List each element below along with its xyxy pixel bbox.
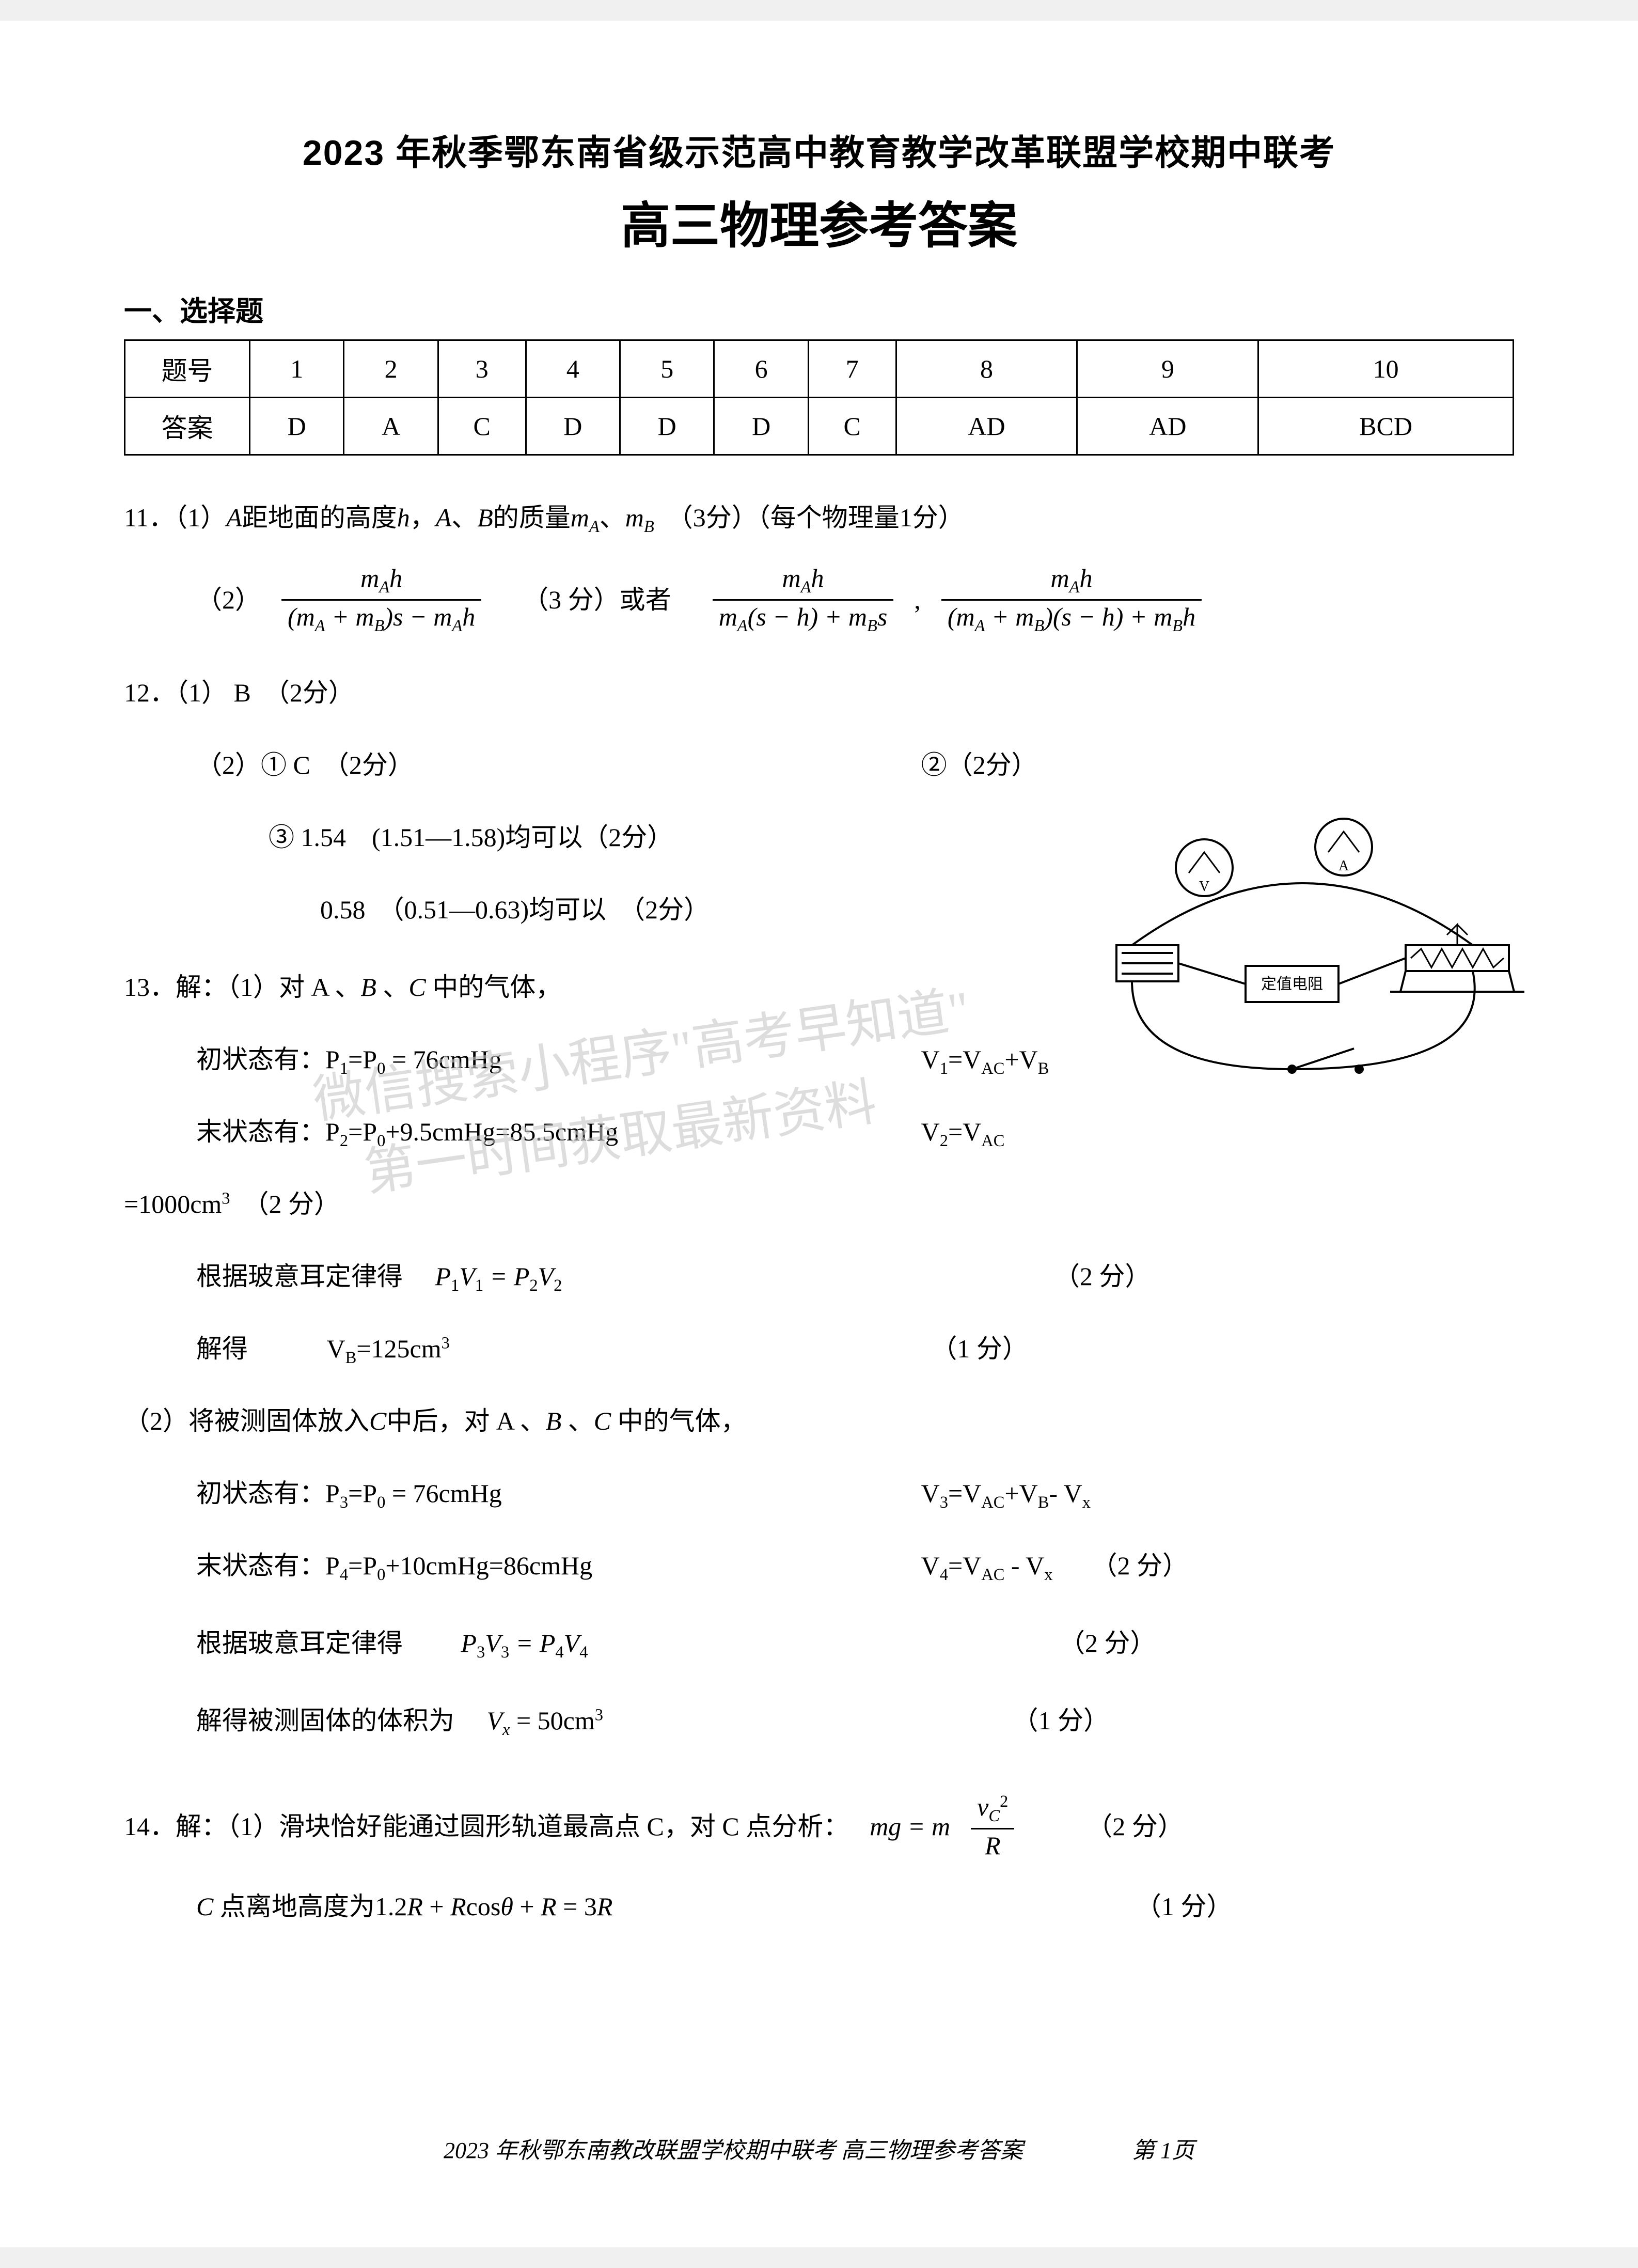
- q14-fraction: vC2 R: [971, 1793, 1014, 1860]
- q12-p2b: ②（2分）: [921, 734, 1514, 796]
- qnum: 1: [250, 340, 344, 398]
- q13-l5b: （2 分）: [1054, 1245, 1151, 1307]
- table-row: 题号 1 2 3 4 5 6 7 8 9 10: [125, 340, 1514, 398]
- q13-l9b: V4=VAC - Vx （2 分）: [921, 1535, 1514, 1597]
- q13-l6b: VB=125cm3: [327, 1334, 450, 1363]
- qnum: 2: [344, 340, 438, 398]
- qnum: 5: [620, 340, 714, 398]
- q13-l11c: （1 分）: [1013, 1690, 1110, 1751]
- q11-part1: 11．（1）A距地面的高度h，A、B的质量mA、mB （3分）（每个物理量1分）: [124, 487, 1514, 549]
- q13-l10b: （2 分）: [1059, 1612, 1156, 1674]
- answer-cell: D: [620, 398, 714, 455]
- svg-text:A: A: [1338, 858, 1349, 874]
- svg-text:V: V: [1199, 879, 1209, 895]
- answer-cell: C: [438, 398, 526, 455]
- section-heading-mcq: 一、选择题: [124, 288, 1514, 329]
- answer-cell: BCD: [1258, 398, 1514, 455]
- q13-l5eq: P1V1 = P2V2: [435, 1262, 562, 1291]
- q13-l9c: （2 分）: [1105, 1551, 1189, 1580]
- q11-alt1-fraction: mAh mA(s − h) + mBs: [713, 564, 894, 636]
- q13-l6a: 解得: [196, 1334, 248, 1363]
- answer-cell: D: [526, 398, 620, 455]
- q12-p1: 12．（1） B （2分）: [124, 662, 1514, 724]
- q14-l1b: （2 分）: [1086, 1795, 1184, 1857]
- q14-eq-left: mg = m: [870, 1795, 950, 1857]
- qnum: 10: [1258, 340, 1514, 398]
- q13-l10a: 根据玻意耳定律得: [196, 1629, 403, 1657]
- answer-cell: C: [808, 398, 896, 455]
- q14-l1a: 14．解：（1）滑块恰好能通过圆形轨道最高点 C，对 C 点分析：: [124, 1795, 849, 1857]
- qnum: 6: [714, 340, 808, 398]
- qnum: 4: [526, 340, 620, 398]
- title-line-2: 高三物理参考答案: [124, 185, 1514, 257]
- title-line-1: 2023 年秋季鄂东南省级示范高中教育教学改革联盟学校期中联考: [124, 124, 1514, 175]
- q11-part2: （2） mAh (mA + mB)s − mAh （3 分）或者 mAh mA(…: [124, 564, 1514, 636]
- q13-l5a: 根据玻意耳定律得: [196, 1262, 403, 1291]
- q12-p2: （2）① C （2分） ②（2分）: [124, 734, 1514, 796]
- page-footer: 2023 年秋鄂东南教改联盟学校期中联考 高三物理参考答案 第 1页: [0, 2132, 1638, 2165]
- footer-page-number: 第 1页: [1132, 2132, 1194, 2165]
- footer-text: 2023 年秋鄂东南教改联盟学校期中联考 高三物理参考答案: [444, 2138, 1023, 2163]
- answer-cell: AD: [1077, 398, 1258, 455]
- q13-l11: 解得被测固体的体积为 Vx = 50cm3 （1 分）: [124, 1690, 1514, 1751]
- qnum: 8: [896, 340, 1077, 398]
- q13-l10: 根据玻意耳定律得 P3V3 = P4V4 （2 分）: [124, 1612, 1514, 1674]
- q11-part2-label: （2）: [196, 569, 261, 631]
- answer-table: 题号 1 2 3 4 5 6 7 8 9 10 答案 D A C D D D C…: [124, 339, 1514, 456]
- q13-l11a: 解得被测固体的体积为: [196, 1706, 454, 1735]
- q13-l3a: 末状态有：P2=P0+9.5cmHg=85.5cmHg: [196, 1101, 921, 1163]
- q13-l2a: 初状态有：P1=P0 = 76cmHg: [196, 1028, 921, 1090]
- solutions-body: 11．（1）A距地面的高度h，A、B的质量mA、mB （3分）（每个物理量1分）…: [124, 487, 1514, 1937]
- q13-l8: 初状态有：P3=P0 = 76cmHg V3=VAC+VB- Vx: [124, 1462, 1514, 1524]
- q13-l5: 根据玻意耳定律得 P1V1 = P2V2 （2 分）: [124, 1245, 1514, 1307]
- q13-l7: （2）将被测固体放入C中后，对 A 、B 、C 中的气体，: [124, 1390, 1514, 1452]
- q13-l9: 末状态有：P4=P0+10cmHg=86cmHg V4=VAC - Vx （2 …: [124, 1535, 1514, 1597]
- q11-main-fraction: mAh (mA + mB)s − mAh: [281, 564, 481, 636]
- circuit-diagram: V A: [1070, 811, 1535, 1121]
- exam-answer-page: 2023 年秋季鄂东南省级示范高中教育教学改革联盟学校期中联考 高三物理参考答案…: [0, 21, 1638, 2247]
- answer-cell: D: [250, 398, 344, 455]
- qnum: 7: [808, 340, 896, 398]
- q13-l8b: V3=VAC+VB- Vx: [921, 1462, 1514, 1524]
- row-label: 题号: [125, 340, 250, 398]
- qnum: 3: [438, 340, 526, 398]
- row-label: 答案: [125, 398, 250, 455]
- q13-l6c: （1 分）: [931, 1318, 1028, 1380]
- circuit-resistor-label: 定值电阻: [1261, 976, 1323, 993]
- q14-l1: 14．解：（1）滑块恰好能通过圆形轨道最高点 C，对 C 点分析： mg = m…: [124, 1793, 1514, 1860]
- circuit-svg: V A: [1070, 811, 1535, 1121]
- q14-l2b: （1 分）: [1136, 1875, 1233, 1937]
- q13-l6: 解得 VB=125cm3 （1 分）: [124, 1318, 1514, 1380]
- answer-cell: A: [344, 398, 438, 455]
- qnum: 9: [1077, 340, 1258, 398]
- q11-alt2-fraction: mAh (mA + mB)(s − h) + mBh: [941, 564, 1202, 636]
- q14-l2: C 点离地高度为1.2R + Rcosθ + R = 3R （1 分）: [124, 1875, 1514, 1937]
- q13-l11b: Vx: [487, 1706, 510, 1735]
- q13-l4: =1000cm3 （2 分）: [124, 1173, 1514, 1235]
- answer-cell: D: [714, 398, 808, 455]
- table-row: 答案 D A C D D D C AD AD BCD: [125, 398, 1514, 455]
- q11-mid: （3 分）或者: [523, 569, 671, 631]
- q13-l9a: 末状态有：P4=P0+10cmHg=86cmHg: [196, 1535, 921, 1597]
- q13-l8a: 初状态有：P3=P0 = 76cmHg: [196, 1462, 921, 1524]
- q12-p2a: （2）① C （2分）: [196, 734, 921, 796]
- answer-cell: AD: [896, 398, 1077, 455]
- q14-l2a: C 点离地高度为1.2R + Rcosθ + R = 3R: [196, 1892, 612, 1921]
- q13-l10eq: P3V3 = P4V4: [461, 1629, 588, 1657]
